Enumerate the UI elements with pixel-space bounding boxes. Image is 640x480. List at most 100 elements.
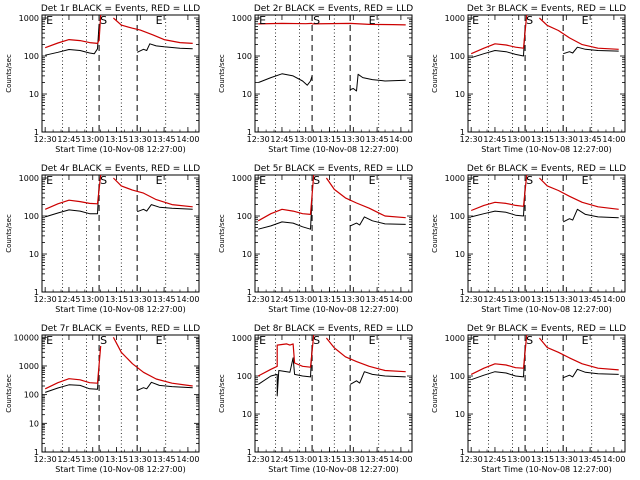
y-axis-label: Counts/sec (218, 214, 226, 253)
y-tick-label: 1 (247, 288, 252, 297)
x-tick-label: 13:45 (153, 135, 176, 144)
flag-label: S (526, 174, 533, 187)
x-tick-label: 12:45 (483, 295, 506, 304)
x-tick-label: 14:00 (602, 135, 625, 144)
x-tick-label: 12:45 (270, 455, 293, 464)
events-series-line (471, 26, 526, 59)
y-tick-label: 10 (29, 250, 39, 259)
events-series-line (45, 365, 100, 393)
y-axis-label: Counts/sec (5, 214, 13, 253)
events-series-line (563, 46, 619, 55)
flag-label: E (259, 174, 266, 187)
x-tick-label: 12:45 (57, 135, 80, 144)
x-tick-label: 13:45 (366, 295, 389, 304)
y-tick-label: 100 (24, 391, 39, 400)
y-tick-label: 1 (460, 128, 465, 137)
x-tick-label: 14:00 (602, 295, 625, 304)
flag-label: E (259, 14, 266, 27)
flag-label: S (100, 334, 107, 347)
flag-label: E (582, 334, 589, 347)
y-tick-label: 1000 (445, 174, 465, 183)
plot-frame (41, 334, 200, 453)
x-tick-label: 13:15 (318, 135, 341, 144)
x-tick-label: 13:15 (531, 455, 554, 464)
x-tick-label: 12:30 (34, 295, 57, 304)
panel-title: Det 9r BLACK = Events, RED = LLD (467, 324, 626, 334)
y-tick-label: 100 (237, 372, 252, 381)
flag-label: E (46, 334, 53, 347)
y-tick-label: 100 (450, 52, 465, 61)
events-series-line (258, 73, 313, 86)
x-tick-label: 12:30 (34, 135, 57, 144)
flag-label: E (472, 14, 479, 27)
y-tick-label: 100 (237, 52, 252, 61)
x-tick-label: 13:45 (579, 295, 602, 304)
x-tick-label: 13:15 (531, 135, 554, 144)
x-tick-label: 14:00 (176, 135, 199, 144)
y-tick-label: 10 (29, 419, 39, 428)
x-tick-label: 13:15 (105, 135, 128, 144)
x-tick-label: 13:30 (129, 295, 152, 304)
x-tick-label: 14:00 (389, 455, 412, 464)
lld-series-line (538, 337, 619, 371)
x-axis-label: Start Time (10-Nov-08 12:27:00) (481, 305, 611, 314)
lld-series-line (470, 334, 528, 375)
panel-title: Det 5r BLACK = Events, RED = LLD (254, 164, 413, 174)
y-tick-label: 100 (24, 212, 39, 221)
lld-series-line (112, 177, 193, 208)
events-series-line (45, 23, 100, 56)
panel-5: Det 5r BLACK = Events, RED = LLD 1 10 100 10… (218, 164, 413, 314)
y-tick-label: 10 (242, 410, 252, 419)
x-tick-label: 13:00 (294, 295, 317, 304)
x-tick-label: 12:45 (483, 135, 506, 144)
x-tick-label: 13:45 (153, 295, 176, 304)
flag-label: E (259, 334, 266, 347)
x-axis-label: Start Time (10-Nov-08 12:27:00) (55, 465, 185, 474)
panel-7: Det 7r BLACK = Events, RED = LLD 1 10 100 10… (5, 324, 200, 474)
y-tick-label: 1 (34, 448, 39, 457)
x-tick-label: 13:15 (105, 295, 128, 304)
panel-title: Det 3r BLACK = Events, RED = LLD (467, 4, 626, 14)
y-axis-label: Counts/sec (5, 54, 13, 93)
x-tick-label: 13:15 (318, 455, 341, 464)
events-series-line (137, 204, 193, 213)
lld-series-line (538, 17, 619, 50)
y-tick-label: 1 (34, 288, 39, 297)
y-tick-label: 10000 (14, 333, 39, 342)
x-tick-label: 13:30 (555, 455, 578, 464)
x-tick-label: 12:30 (247, 295, 270, 304)
lld-series-line (44, 174, 102, 210)
events-series-line (137, 381, 193, 391)
lld-series-line (44, 345, 102, 390)
events-series-line (471, 346, 526, 381)
y-tick-label: 10 (455, 250, 465, 259)
plot-frame (254, 334, 413, 453)
flag-label: E (156, 14, 163, 27)
panel-6: Det 6r BLACK = Events, RED = LLD 1 10 100 10… (431, 164, 626, 314)
y-axis-label: Counts/sec (431, 54, 439, 93)
y-tick-label: 10 (455, 90, 465, 99)
plot-frame (467, 174, 626, 293)
x-tick-label: 13:15 (531, 295, 554, 304)
x-axis-label: Start Time (10-Nov-08 12:27:00) (268, 305, 398, 314)
y-tick-label: 1000 (232, 334, 252, 343)
panel-title: Det 7r BLACK = Events, RED = LLD (41, 324, 200, 334)
events-series-line (258, 197, 313, 230)
flag-label: E (369, 14, 376, 27)
panel-8: Det 8r BLACK = Events, RED = LLD 1 10 100 10… (218, 324, 413, 474)
y-tick-label: 1 (460, 288, 465, 297)
events-series-line (562, 208, 619, 223)
x-axis-label: Start Time (10-Nov-08 12:27:00) (268, 145, 398, 154)
flag-label: E (46, 174, 53, 187)
y-tick-label: 1 (247, 448, 252, 457)
x-tick-label: 14:00 (602, 455, 625, 464)
lld-series-line (112, 337, 193, 387)
flag-label: S (100, 174, 107, 187)
flag-label: E (156, 174, 163, 187)
plot-frame (41, 174, 200, 293)
x-axis-label: Start Time (10-Nov-08 12:27:00) (55, 145, 185, 154)
y-tick-label: 1000 (232, 174, 252, 183)
y-tick-label: 10 (242, 250, 252, 259)
y-tick-label: 10 (29, 90, 39, 99)
